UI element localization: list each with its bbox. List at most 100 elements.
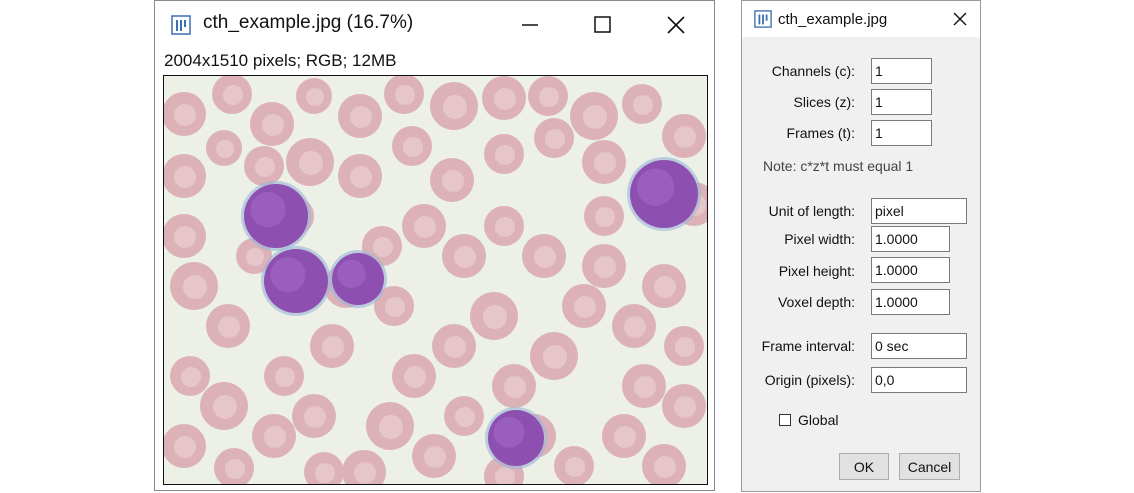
red-blood-cell: [264, 356, 304, 396]
origin-field[interactable]: [871, 367, 967, 393]
close-icon: [953, 12, 967, 26]
red-blood-cell: [528, 76, 568, 116]
ok-button[interactable]: OK: [839, 453, 889, 480]
close-button[interactable]: [652, 7, 698, 41]
lymphocyte-cell: [627, 157, 701, 231]
red-blood-cell: [530, 332, 578, 380]
red-blood-cell: [286, 138, 334, 186]
properties-dialog: cth_example.jpg Channels (c): Slices (z)…: [741, 0, 981, 492]
note-text: Note: c*z*t must equal 1: [763, 158, 914, 174]
red-blood-cell: [612, 304, 656, 348]
unit-of-length-label: Unit of length:: [768, 203, 855, 219]
unit-of-length-field[interactable]: [871, 198, 967, 224]
red-blood-cell: [554, 446, 594, 484]
image-window-titlebar[interactable]: cth_example.jpg (16.7%): [155, 1, 714, 47]
red-blood-cell: [582, 244, 626, 288]
slices-field[interactable]: [871, 89, 932, 115]
global-checkbox-label: Global: [798, 412, 839, 428]
slices-label: Slices (z):: [793, 94, 855, 110]
red-blood-cell: [642, 264, 686, 308]
red-blood-cell: [164, 154, 206, 198]
red-blood-cell: [562, 284, 606, 328]
red-blood-cell: [392, 126, 432, 166]
red-blood-cell: [170, 262, 218, 310]
maximize-button[interactable]: [579, 7, 625, 41]
red-blood-cell: [212, 76, 252, 114]
red-blood-cell: [392, 354, 436, 398]
dialog-close-button[interactable]: [944, 5, 976, 33]
red-blood-cell: [338, 154, 382, 198]
voxel-depth-label: Voxel depth:: [777, 294, 855, 310]
red-blood-cell: [402, 204, 446, 248]
voxel-depth-field[interactable]: [871, 289, 950, 315]
red-blood-cell: [164, 214, 206, 258]
red-blood-cell: [244, 146, 284, 186]
lymphocyte-cell: [329, 250, 387, 308]
red-blood-cell: [374, 286, 414, 326]
origin-label: Origin (pixels):: [764, 372, 855, 388]
lymphocyte-cell: [485, 407, 547, 469]
imagej-app-icon: [171, 15, 191, 35]
red-blood-cell: [602, 414, 646, 458]
pixel-height-label: Pixel height:: [778, 263, 855, 279]
pixel-height-field[interactable]: [871, 257, 950, 283]
red-blood-cell: [200, 382, 248, 430]
lymphocyte-cell: [241, 181, 311, 251]
dialog-titlebar[interactable]: cth_example.jpg: [742, 1, 980, 37]
red-blood-cell: [470, 292, 518, 340]
red-blood-cell: [296, 78, 332, 114]
image-canvas[interactable]: [163, 75, 708, 485]
red-blood-cell: [252, 414, 296, 458]
red-blood-cell: [484, 134, 524, 174]
red-blood-cell: [304, 452, 344, 484]
image-window-title: cth_example.jpg (16.7%): [203, 12, 414, 33]
image-window: cth_example.jpg (16.7%) 2004x1510 pixels…: [154, 0, 715, 491]
red-blood-cell: [584, 196, 624, 236]
lymphocyte-cell: [261, 246, 331, 316]
red-blood-cell: [206, 130, 242, 166]
red-blood-cell: [664, 326, 704, 366]
red-blood-cell: [250, 102, 294, 146]
dialog-app-icon: [754, 10, 774, 30]
frame-interval-label: Frame interval:: [761, 338, 855, 354]
red-blood-cell: [338, 94, 382, 138]
red-blood-cell: [292, 394, 336, 438]
red-blood-cell: [662, 114, 706, 158]
global-checkbox-box[interactable]: [779, 414, 791, 426]
red-blood-cell: [430, 82, 478, 130]
minimize-icon: [522, 24, 538, 26]
red-blood-cell: [662, 384, 706, 428]
red-blood-cell: [622, 364, 666, 408]
close-icon: [667, 16, 685, 34]
red-blood-cell: [214, 448, 254, 484]
red-blood-cell: [310, 324, 354, 368]
red-blood-cell: [570, 92, 618, 140]
maximize-icon: [594, 16, 611, 33]
red-blood-cell: [164, 424, 206, 468]
frames-field[interactable]: [871, 120, 932, 146]
frame-interval-field[interactable]: [871, 333, 967, 359]
red-blood-cell: [170, 356, 210, 396]
red-blood-cell: [366, 402, 414, 450]
red-blood-cell: [622, 84, 662, 124]
red-blood-cell: [412, 434, 456, 478]
minimize-button[interactable]: [507, 7, 553, 41]
red-blood-cell: [430, 158, 474, 202]
red-blood-cell: [442, 234, 486, 278]
red-blood-cell: [164, 92, 206, 136]
channels-field[interactable]: [871, 58, 932, 84]
red-blood-cell: [384, 76, 424, 114]
red-blood-cell: [534, 118, 574, 158]
red-blood-cell: [482, 76, 526, 120]
pixel-width-field[interactable]: [871, 226, 950, 252]
red-blood-cell: [432, 324, 476, 368]
dialog-title: cth_example.jpg: [778, 11, 888, 28]
red-blood-cell: [582, 140, 626, 184]
red-blood-cell: [484, 206, 524, 246]
red-blood-cell: [492, 364, 536, 408]
red-blood-cell: [444, 396, 484, 436]
blood-smear-image: [164, 76, 707, 484]
pixel-width-label: Pixel width:: [784, 231, 855, 247]
cancel-button[interactable]: Cancel: [899, 453, 960, 480]
red-blood-cell: [642, 444, 686, 484]
